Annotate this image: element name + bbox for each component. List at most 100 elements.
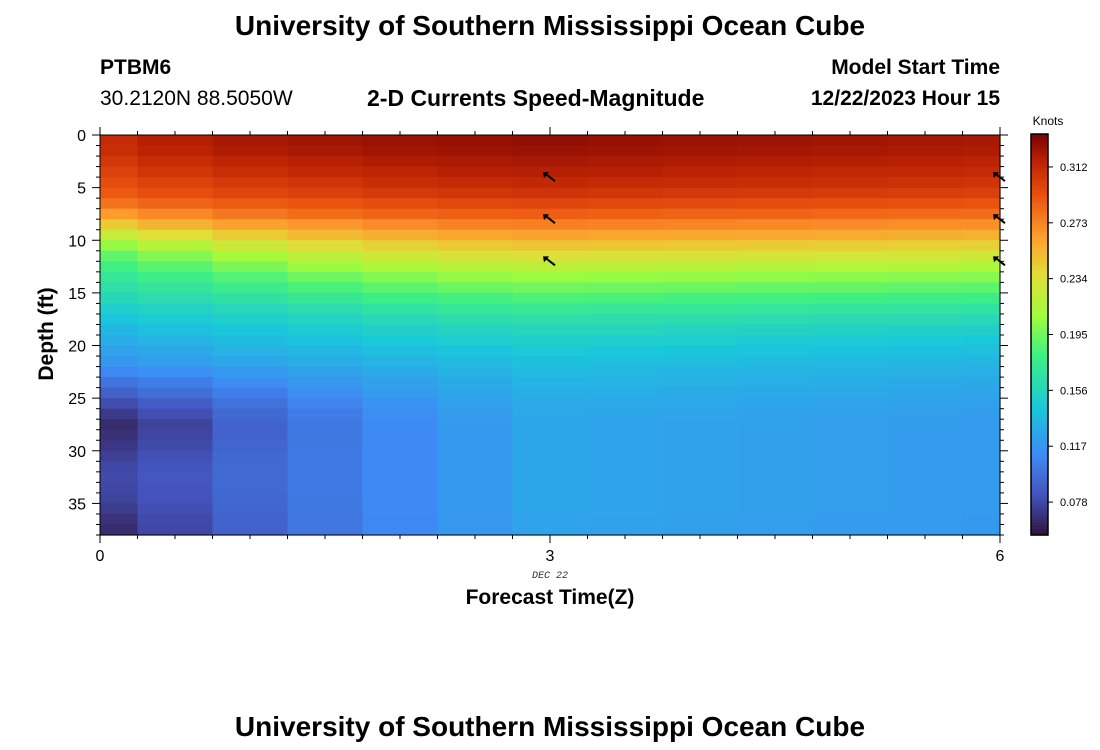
current-vector-arrow xyxy=(543,256,556,267)
colorbar-swatch xyxy=(1031,154,1048,158)
heatmap-cell xyxy=(287,513,364,526)
heatmap-cell xyxy=(587,461,664,473)
heatmap-cell xyxy=(137,282,214,294)
heatmap-cell xyxy=(100,408,139,420)
heatmap-cell xyxy=(437,156,514,168)
heatmap-cell xyxy=(812,471,889,483)
heatmap-cell xyxy=(662,271,739,283)
heatmap-cell xyxy=(362,450,439,462)
heatmap-cell xyxy=(437,303,514,315)
current-vectors xyxy=(543,172,1006,267)
heatmap-cell xyxy=(887,208,964,220)
colorbar-swatch xyxy=(1031,200,1048,205)
heatmap-cell xyxy=(287,461,364,473)
chart-subtitle: 2-D Currents Speed-Magnitude xyxy=(367,85,705,111)
colorbar-swatch xyxy=(1031,304,1048,309)
heatmap-cell xyxy=(812,219,889,231)
heatmap-cell xyxy=(662,366,739,378)
heatmap-cell xyxy=(287,324,364,336)
heatmap-cell xyxy=(287,219,364,231)
colorbar-swatch xyxy=(1031,267,1048,272)
heatmap-cell xyxy=(437,324,514,336)
heatmap-cell xyxy=(887,440,964,452)
current-vector-arrow xyxy=(543,214,556,224)
heatmap-cell xyxy=(362,219,439,231)
heatmap-cell xyxy=(512,450,589,462)
heatmap-cell xyxy=(662,282,739,294)
heatmap-cell xyxy=(737,524,814,536)
heatmap-cell xyxy=(100,366,139,378)
heatmap-cell xyxy=(587,219,664,231)
date-label: DEC 22 xyxy=(532,571,568,582)
heatmap-cell xyxy=(362,408,439,420)
heatmap-cell xyxy=(512,440,589,452)
heatmap-cell xyxy=(512,461,589,473)
heatmap-cell xyxy=(962,398,1001,410)
heatmap-cell xyxy=(962,471,1001,483)
heatmap-cell xyxy=(512,408,589,420)
heatmap-cell xyxy=(437,503,514,515)
heatmap-cell xyxy=(737,313,814,326)
heatmap-cell xyxy=(287,177,364,189)
heatmap-cell xyxy=(437,187,514,199)
heatmap-cell xyxy=(437,398,514,410)
heatmap-cell xyxy=(212,261,289,273)
heatmap-cell xyxy=(100,135,139,147)
heatmap-cell xyxy=(212,187,289,199)
colorbar-tick-label: 0.117 xyxy=(1060,441,1087,453)
heatmap-cell xyxy=(962,440,1001,452)
heatmap-cell xyxy=(737,229,814,241)
heatmap-cell xyxy=(362,261,439,273)
colorbar-swatch xyxy=(1031,311,1048,316)
heatmap-cell xyxy=(962,356,1001,368)
heatmap-cell xyxy=(662,303,739,315)
colorbar-swatch xyxy=(1031,240,1048,245)
heatmap-cell xyxy=(212,377,289,389)
y-tick-label: 10 xyxy=(68,233,86,250)
heatmap-cell xyxy=(812,524,889,536)
colorbar-swatch xyxy=(1031,404,1048,409)
heatmap-cell xyxy=(962,324,1001,336)
heatmap-cell xyxy=(662,250,739,262)
colorbar-swatch xyxy=(1031,481,1048,486)
heatmap-cell xyxy=(962,135,1001,147)
heatmap-cell xyxy=(962,429,1001,441)
heatmap-cell xyxy=(587,387,664,399)
heatmap-cell xyxy=(212,387,289,399)
colorbar-tick-label: 0.312 xyxy=(1060,162,1088,174)
heatmap-cell xyxy=(737,271,814,283)
heatmap-cell xyxy=(437,419,514,431)
colorbar-swatch xyxy=(1031,498,1048,503)
heatmap-cell xyxy=(437,177,514,189)
heatmap-cell xyxy=(887,271,964,283)
heatmap-cell xyxy=(437,271,514,283)
colorbar-swatch xyxy=(1031,357,1048,362)
heatmap-cell xyxy=(587,292,664,305)
heatmap-cell xyxy=(137,408,214,420)
heatmap-cell xyxy=(812,513,889,526)
heatmap-cell xyxy=(812,356,889,368)
heatmap-cell xyxy=(587,419,664,431)
colorbar-swatch xyxy=(1031,344,1048,349)
heatmap-cell xyxy=(287,524,364,536)
heatmap-cell xyxy=(212,229,289,241)
heatmap-cell xyxy=(212,366,289,378)
colorbar-swatch xyxy=(1031,361,1048,366)
heatmap-cell xyxy=(212,482,289,494)
heatmap-cell xyxy=(437,292,514,305)
heatmap-cell xyxy=(137,513,214,526)
heatmap-cell xyxy=(962,450,1001,462)
x-tick-label: 3 xyxy=(546,548,555,565)
heatmap-cell xyxy=(100,398,139,410)
colorbar-label: Knots xyxy=(1033,114,1064,128)
heatmap-cell xyxy=(362,492,439,505)
heatmap-cell xyxy=(362,356,439,368)
heatmap-cell xyxy=(962,229,1001,241)
heatmap-cell xyxy=(887,356,964,368)
heatmap-cell xyxy=(137,492,214,505)
heatmap-cell xyxy=(812,187,889,199)
heatmap-cell xyxy=(812,492,889,505)
heatmap-cell xyxy=(100,145,139,157)
heatmap-cell xyxy=(437,492,514,505)
heatmap-cell xyxy=(287,503,364,515)
